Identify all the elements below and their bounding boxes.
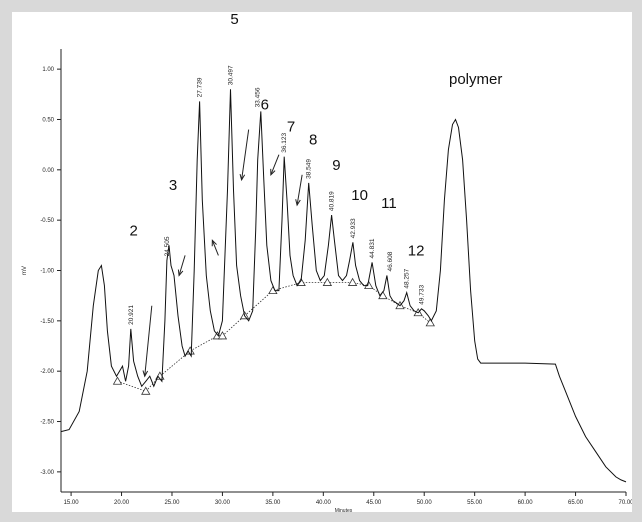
peak-label: 48.257 (404, 268, 411, 288)
peak-label: 46.608 (387, 251, 394, 271)
peak-label: 38.549 (306, 159, 313, 179)
y-tick-label: 0.50 (42, 117, 54, 123)
peak-number-annotation: 3 (169, 177, 177, 194)
x-tick-label: 25.00 (164, 500, 180, 506)
x-tick-label: 55.00 (467, 500, 483, 506)
y-tick-label: -0.50 (40, 218, 54, 224)
y-tick-label: -1.00 (40, 269, 54, 275)
x-axis-label: Minutes (335, 508, 353, 512)
baseline-marker (347, 277, 358, 286)
peak-label: 49.733 (418, 284, 425, 304)
peak-label: 30.497 (228, 65, 235, 85)
x-tick-label: 20.00 (114, 500, 130, 506)
x-tick-label: 30.00 (215, 500, 231, 506)
chart-background (12, 12, 632, 512)
arrow-head (177, 269, 184, 277)
y-tick-label: -3.00 (40, 470, 54, 476)
x-tick-label: 15.00 (64, 500, 80, 506)
y-tick-label: 1.00 (42, 67, 54, 73)
arrow-line (296, 174, 303, 206)
x-tick-label: 50.00 (417, 500, 433, 506)
y-tick-label: -2.00 (40, 369, 54, 375)
baseline-marker (425, 318, 435, 327)
arrow-line (144, 305, 153, 377)
peak-number-annotation: 6 (261, 96, 269, 113)
arrow-line (270, 154, 280, 176)
peak-label: 24.505 (164, 236, 171, 256)
peak-label: 44.831 (369, 238, 376, 258)
peak-label: 20.921 (128, 305, 135, 325)
peak-number-annotation: 7 (287, 119, 295, 136)
peak-number-annotation: 8 (309, 132, 317, 149)
peak-number-annotation: polymer (449, 71, 502, 88)
peak-label: 36.123 (281, 132, 288, 152)
arrow-line (241, 129, 250, 180)
peak-number-annotation: 10 (351, 187, 368, 204)
signal-trace-line (60, 89, 627, 483)
baseline-marker (141, 386, 151, 395)
arrow-head (142, 370, 149, 378)
arrow-head (295, 199, 301, 207)
arrow-head (239, 173, 246, 182)
peak-label: 42.933 (350, 218, 357, 238)
peak-label: 40.819 (329, 191, 336, 211)
y-tick-label: 0.00 (42, 168, 54, 174)
arrow-line (211, 240, 219, 256)
peak-number-annotation: 5 (230, 12, 238, 28)
peak-label: 33.456 (255, 87, 262, 107)
peak-label: 27.739 (197, 77, 204, 97)
plot-area: 1.00 0.50 0.00 -0.50 -1.00 -1.50 -2.00 -2.50 -3.… (22, 12, 632, 512)
integration-baseline (117, 282, 431, 392)
x-tick-label: 65.00 (568, 500, 584, 506)
y-tick-label: -1.50 (40, 319, 54, 325)
arrow-head (211, 239, 217, 247)
peak-number-annotation: 12 (408, 242, 425, 259)
x-tick-label: 70.00 (618, 500, 632, 506)
arrow-line (178, 255, 186, 276)
peak-number-annotation: 4 (200, 12, 208, 13)
baseline-marker (112, 376, 123, 385)
baseline-marker (217, 331, 228, 340)
chromatogram-chart: 1.00 0.50 0.00 -0.50 -1.00 -1.50 -2.00 -2.50 -3.… (12, 12, 632, 512)
baseline-marker (322, 277, 333, 286)
peak-number-annotation: 9 (332, 157, 340, 174)
x-tick-label: 35.00 (265, 500, 281, 506)
y-axis-label: mV (22, 266, 28, 275)
x-tick-label: 40.00 (316, 500, 332, 506)
x-tick-label: 45.00 (366, 500, 382, 506)
arrow-head (270, 168, 276, 177)
y-tick-label: -2.50 (40, 420, 54, 426)
peak-number-annotation: 11 (381, 195, 397, 212)
x-tick-label: 60.00 (518, 500, 534, 506)
peak-number-annotation: 2 (129, 222, 137, 239)
